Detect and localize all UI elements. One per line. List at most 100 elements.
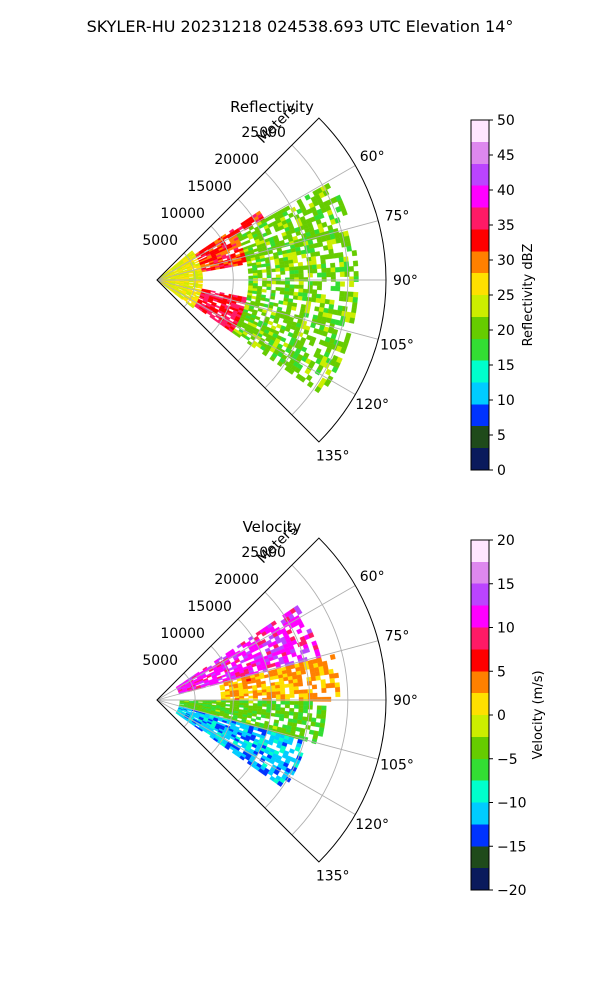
velocity-range-tick-label: 15000: [187, 599, 232, 615]
velocity-field-cell: [306, 716, 312, 722]
reflectivity-field-cell: [345, 240, 352, 247]
reflectivity-field-cell: [266, 274, 272, 279]
reflectivity-field-cell: [341, 209, 348, 217]
reflectivity-field-cell: [224, 250, 231, 255]
reflectivity-field-cell: [329, 299, 335, 306]
reflectivity-field-cell: [275, 274, 281, 279]
reflectivity-field-cell: [189, 304, 195, 309]
velocity-field-cell: [310, 721, 316, 727]
reflectivity-field-cell: [289, 287, 295, 293]
velocity-field-cell: [316, 713, 322, 719]
reflectivity-field-cell: [252, 290, 258, 295]
reflectivity-field-cell: [197, 281, 203, 283]
reflectivity-field-cell: [284, 267, 290, 272]
velocity-field-cell: [284, 776, 292, 783]
velocity-azimuth-spoke: [156, 585, 356, 701]
reflectivity-field-cell: [293, 291, 299, 297]
reflectivity-azimuth-tick-label: 120°: [355, 397, 389, 413]
velocity-field-cell: [316, 709, 322, 715]
velocity-field-cell: [311, 684, 318, 690]
velocity-field-cell: [261, 770, 268, 777]
velocity-field-cell: [252, 695, 258, 699]
reflectivity-field-cell: [276, 360, 284, 367]
reflectivity-field-cell: [319, 254, 326, 261]
velocity-field-cell: [292, 678, 299, 684]
velocity-field-cell: [224, 745, 230, 751]
velocity-field-cell: [325, 683, 331, 689]
reflectivity-field-cell: [349, 276, 355, 282]
reflectivity-field-cell: [302, 265, 308, 270]
velocity-field-cell: [334, 682, 340, 688]
reflectivity-colorbar-tick-label: 10: [497, 393, 515, 409]
reflectivity-field-cell: [338, 295, 345, 302]
reflectivity-field-cell: [235, 332, 242, 339]
reflectivity-field-cell: [347, 296, 354, 303]
reflectivity-field-cell: [316, 293, 322, 299]
velocity-field-cell: [275, 691, 281, 695]
reflectivity-field-cell: [252, 275, 258, 279]
velocity-field-cell: [270, 620, 277, 627]
reflectivity-field-cell: [307, 281, 313, 286]
reflectivity-field-cell: [298, 273, 304, 278]
velocity-field-cell: [289, 701, 295, 705]
velocity-sector-outline: [156, 537, 387, 863]
velocity-colorbar-label: Velocity (m/s): [531, 670, 546, 759]
reflectivity-azimuth-tick-label: 75°: [385, 209, 410, 225]
reflectivity-field-cell: [330, 285, 336, 292]
reflectivity-field-cell: [298, 277, 304, 282]
velocity-azimuth-tick-label: 90°: [393, 693, 418, 709]
reflectivity-field-cell: [297, 292, 304, 297]
velocity-field-cell: [284, 694, 290, 698]
reflectivity-colorbar-tick-label: 35: [497, 218, 515, 234]
velocity-field-cell: [329, 653, 336, 660]
velocity-field-cell: [270, 706, 277, 711]
reflectivity-field-cell: [266, 283, 272, 288]
velocity-field-cell: [288, 679, 294, 684]
velocity-azimuth-spoke: [156, 699, 379, 760]
velocity-field-cell: [239, 755, 246, 761]
velocity-field-cell: [266, 700, 272, 705]
velocity-field-cell: [261, 689, 267, 693]
velocity-field-cell: [293, 682, 299, 687]
reflectivity-field-cell: [326, 272, 332, 278]
reflectivity-field-cell: [297, 261, 304, 267]
velocity-field-cell: [293, 689, 300, 695]
reflectivity-field-cell: [289, 273, 295, 278]
velocity-field-cell: [279, 687, 286, 692]
reflectivity-field-cell: [287, 212, 295, 219]
reflectivity-field-cell: [289, 284, 295, 289]
velocity-field-cell: [303, 693, 309, 698]
velocity-azimuth-tick-label: 75°: [385, 629, 410, 645]
velocity-field-cell: [211, 701, 217, 704]
reflectivity-azimuth-tick-label: 105°: [380, 337, 414, 353]
reflectivity-field-cell: [262, 277, 268, 282]
velocity-field-cell: [271, 691, 277, 696]
reflectivity-field-cell: [269, 355, 276, 362]
reflectivity-field-cell: [275, 267, 281, 272]
reflectivity-field-cell: [335, 267, 341, 273]
velocity-sector-frame: [156, 537, 387, 863]
reflectivity-field-cell: [285, 277, 290, 282]
velocity-field-cell: [270, 688, 276, 693]
reflectivity-azimuth-spoke: [156, 165, 356, 281]
velocity-field-cell: [248, 700, 254, 704]
velocity-field-cell: [303, 697, 309, 702]
reflectivity-field-cell: [275, 264, 281, 269]
velocity-field-cell: [320, 714, 326, 720]
reflectivity-field-cell: [303, 277, 309, 282]
velocity-field-cell: [283, 714, 290, 719]
reflectivity-field-cell: [302, 292, 308, 298]
velocity-field-cell: [234, 696, 240, 699]
reflectivity-field-cell: [266, 230, 272, 236]
reflectivity-field-cell: [339, 266, 345, 273]
reflectivity-colorbar-tick-label: 30: [497, 253, 515, 269]
reflectivity-colorbar-bar: [470, 119, 490, 471]
reflectivity-colorbar-tick-label: 5: [497, 428, 506, 444]
reflectivity-field-cell: [328, 248, 334, 255]
velocity-colorbar-tick-label: 0: [497, 708, 506, 724]
reflectivity-field-cell: [271, 280, 277, 285]
reflectivity-field-cell: [292, 258, 299, 264]
reflectivity-field-cell: [266, 286, 272, 291]
